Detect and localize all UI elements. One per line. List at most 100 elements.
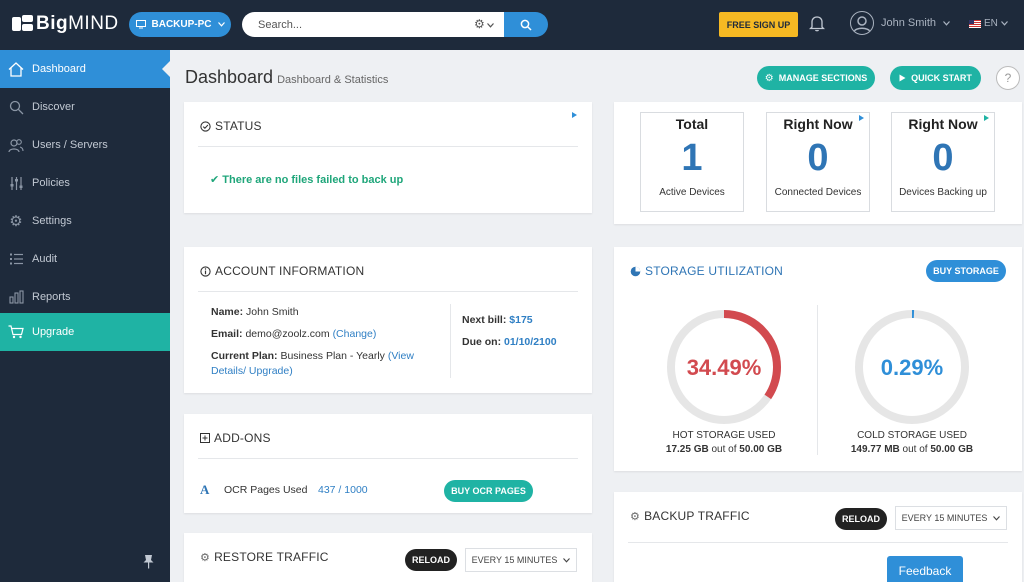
logo[interactable]: Big MIND	[12, 13, 119, 35]
sliders-icon	[0, 176, 32, 191]
plus-square-icon	[200, 433, 210, 443]
feedback-button[interactable]: Feedback	[887, 556, 963, 582]
connected-devices-box: Right Now 0 Connected Devices	[766, 112, 870, 212]
language-selector[interactable]: EN	[969, 18, 1008, 29]
check-circle-icon	[200, 120, 211, 132]
search-button[interactable]	[504, 12, 548, 37]
cold-storage-used: 149.77 MB	[850, 444, 900, 455]
account-email-row: Email: demo@zoolz.com (Change)	[211, 328, 377, 340]
upgrade-link[interactable]: Details/ Upgrade)	[211, 365, 293, 377]
bar-chart-icon	[0, 290, 32, 304]
account-plan-row: Current Plan: Business Plan - Yearly (Vi…	[211, 350, 414, 362]
sidebar-item-label: Users / Servers	[32, 139, 108, 151]
stat-label: Connected Devices	[774, 187, 862, 198]
restore-traffic-title: ⚙ RESTORE TRAFFIC	[200, 550, 329, 564]
restore-interval-select[interactable]: EVERY 15 MINUTES	[465, 548, 577, 572]
sidebar-item-label: Policies	[32, 177, 70, 189]
language-code: EN	[984, 18, 998, 29]
view-details-link[interactable]: (View	[387, 350, 414, 362]
hot-storage-used: 17.25 GB	[665, 444, 709, 455]
backup-interval-select[interactable]: EVERY 15 MINUTES	[895, 506, 1007, 530]
divider	[450, 304, 451, 378]
sidebar-item-label: Reports	[32, 291, 71, 303]
pie-chart-icon	[630, 266, 641, 276]
account-name: John Smith	[246, 306, 299, 318]
ocr-pages-label: OCR Pages Used	[224, 484, 308, 496]
cart-icon	[0, 325, 32, 339]
account-title-text: ACCOUNT INFORMATION	[215, 264, 365, 278]
monitor-icon	[135, 20, 146, 29]
device-selector-button[interactable]: BACKUP-PC	[129, 12, 231, 37]
search-icon	[520, 19, 532, 31]
help-button[interactable]: ?	[996, 66, 1020, 90]
backup-reload-button[interactable]: RELOAD	[835, 508, 887, 530]
free-sign-up-button[interactable]: FREE SIGN UP	[719, 12, 798, 37]
due-date: 01/10/2100	[504, 336, 557, 348]
cold-storage-gauge: 0.29%	[855, 310, 969, 424]
devices-card: Total 1 Active Devices Right Now 0 Conne…	[614, 102, 1022, 224]
logo-text-bold: Big	[36, 13, 69, 34]
flag-icon[interactable]	[984, 115, 989, 121]
cold-storage-label: COLD STORAGE USED 149.77 MB out of 50.00…	[850, 430, 974, 455]
sidebar-item-reports[interactable]: Reports	[0, 278, 170, 316]
restore-interval-value: EVERY 15 MINUTES	[471, 555, 558, 565]
ocr-pages-value: 437 / 1000	[318, 484, 368, 496]
restore-traffic-title-text: RESTORE TRAFFIC	[214, 550, 329, 564]
buy-storage-button[interactable]: BUY STORAGE	[926, 260, 1006, 282]
add-ons-card: ADD-ONS A OCR Pages Used 437 / 1000 BUY …	[184, 414, 592, 513]
user-menu[interactable]: John Smith	[850, 11, 950, 35]
hot-storage-percent: 34.49%	[687, 355, 762, 380]
manage-sections-label: MANAGE SECTIONS	[778, 73, 868, 83]
stat-label: Devices Backing up	[899, 187, 987, 198]
hot-storage-gauge: 34.49%	[667, 310, 781, 424]
flag-icon[interactable]	[572, 112, 577, 118]
sidebar-item-upgrade[interactable]: Upgrade	[0, 313, 170, 351]
backup-interval-value: EVERY 15 MINUTES	[901, 513, 988, 523]
sidebar-item-discover[interactable]: Discover	[0, 88, 170, 126]
chevron-down-icon	[993, 515, 1001, 521]
search-settings-icon[interactable]: ⚙	[474, 17, 494, 31]
manage-sections-button[interactable]: ⚙ MANAGE SECTIONS	[757, 66, 875, 90]
status-card: STATUS ✔ There are no files failed to ba…	[184, 102, 592, 213]
backup-traffic-title: ⚙ BACKUP TRAFFIC	[630, 509, 750, 523]
page-title-text: Dashboard	[185, 67, 274, 87]
divider	[628, 542, 1008, 543]
sidebar-item-label: Upgrade	[32, 326, 75, 338]
stat-value: 1	[681, 137, 703, 179]
sidebar-item-policies[interactable]: Policies	[0, 164, 170, 202]
next-bill-row: Next bill: $175	[462, 314, 533, 326]
gear-icon: ⚙	[9, 213, 23, 230]
sidebar-item-settings[interactable]: ⚙ Settings	[0, 202, 170, 240]
status-message: ✔ There are no files failed to back up	[210, 174, 404, 186]
change-email-link[interactable]: (Change)	[332, 328, 377, 340]
account-title: ACCOUNT INFORMATION	[200, 264, 364, 278]
restore-traffic-card: ⚙ RESTORE TRAFFIC RELOAD EVERY 15 MINUTE…	[184, 533, 592, 582]
search-icon	[0, 100, 32, 115]
sidebar: Dashboard Discover Users / Servers Polic…	[0, 50, 170, 582]
storage-title: STORAGE UTILIZATION	[630, 264, 783, 278]
chevron-down-icon	[1000, 21, 1008, 26]
restore-reload-button[interactable]: RELOAD	[405, 549, 457, 571]
sidebar-item-users-servers[interactable]: Users / Servers	[0, 126, 170, 164]
search-bar: ⚙	[242, 12, 548, 37]
ocr-icon: A	[200, 482, 210, 497]
page-title: Dashboard Dashboard & Statistics	[185, 67, 388, 88]
logo-icon	[12, 15, 34, 33]
stat-value: 0	[932, 137, 954, 179]
search-input[interactable]	[242, 12, 504, 37]
gauge-fill	[667, 310, 781, 424]
buy-ocr-pages-button[interactable]: BUY OCR PAGES	[444, 480, 533, 502]
status-title: STATUS	[200, 119, 262, 133]
sidebar-item-audit[interactable]: Audit	[0, 240, 170, 278]
sidebar-item-label: Dashboard	[32, 63, 86, 75]
hot-storage-total: 50.00 GB	[739, 444, 783, 455]
sidebar-item-dashboard[interactable]: Dashboard	[0, 50, 170, 88]
quick-start-button[interactable]: QUICK START	[890, 66, 981, 90]
notifications-bell-icon[interactable]	[808, 14, 826, 35]
sidebar-item-label: Discover	[32, 101, 75, 113]
divider	[198, 291, 578, 292]
stat-heading: Total	[675, 116, 709, 132]
flag-icon[interactable]	[859, 115, 864, 121]
pin-sidebar-icon[interactable]	[143, 554, 154, 572]
page-subtitle: Dashboard & Statistics	[277, 74, 389, 86]
